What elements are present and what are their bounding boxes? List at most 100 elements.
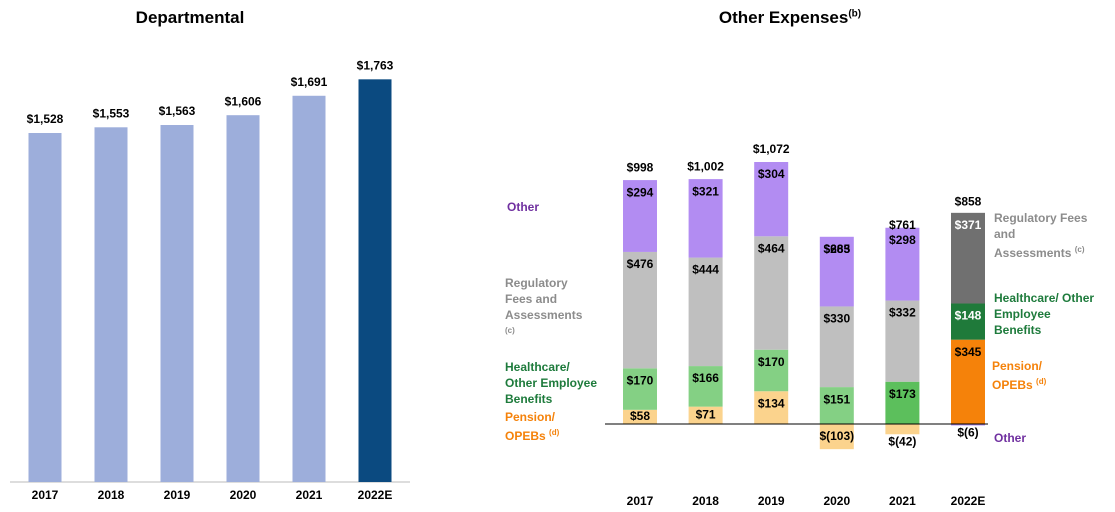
- bar-segment: [688, 179, 723, 258]
- bar: [160, 125, 194, 482]
- x-tick-label: 2021: [296, 488, 323, 502]
- bar-segment: [623, 368, 657, 410]
- value-label: $166: [692, 371, 719, 385]
- bar-segment: [885, 227, 920, 301]
- legend-label: Regulatory Fees and Assessments (c): [505, 275, 587, 342]
- bar-segment: [754, 162, 789, 237]
- chart-title: Departmental: [40, 8, 340, 28]
- legend-note: (c): [1074, 245, 1085, 254]
- bar-segment: [688, 406, 723, 424]
- value-label: $148: [955, 309, 982, 323]
- bar-segment: [951, 339, 985, 424]
- bar-segment: [951, 212, 985, 304]
- value-label: $170: [627, 373, 654, 387]
- value-label: $476: [627, 257, 654, 271]
- bar-segment: [819, 424, 854, 450]
- value-label: $294: [627, 185, 654, 199]
- value-label: $332: [889, 306, 916, 320]
- x-tick-label: 2019: [758, 494, 785, 508]
- bar-segment: [754, 391, 789, 424]
- bar-segment: [688, 257, 723, 367]
- bar-segment: [885, 300, 920, 382]
- x-tick-label: 2017: [32, 488, 59, 502]
- bar: [94, 127, 128, 482]
- x-tick-label: 2022E: [358, 488, 393, 502]
- total-label: $998: [627, 160, 654, 174]
- value-label: $134: [758, 396, 785, 410]
- legend-text: Regulatory Fees and Assessments: [505, 276, 583, 322]
- x-tick-label: 2022E: [951, 494, 986, 508]
- value-label: $464: [758, 241, 785, 255]
- value-label: $170: [758, 355, 785, 369]
- legend-label: Healthcare/ Other Employee Benefits: [505, 359, 605, 407]
- value-label: $1,763: [357, 59, 394, 73]
- x-tick-label: 2018: [98, 488, 125, 502]
- value-label: $1,563: [159, 104, 196, 118]
- value-label: $304: [758, 167, 785, 181]
- value-label: $1,606: [225, 94, 262, 108]
- value-label: $371: [955, 218, 982, 232]
- legend-label: Regulatory Fees and Assessments (c): [994, 210, 1090, 261]
- value-label: $151: [823, 392, 850, 406]
- value-label: $(103): [819, 429, 854, 443]
- legend-note: (d): [1036, 377, 1047, 386]
- bar-segment: [885, 424, 920, 435]
- total-label: $858: [955, 194, 982, 208]
- legend-note: (d): [549, 428, 560, 437]
- value-label: $71: [696, 407, 716, 421]
- value-label: $(6): [957, 426, 978, 440]
- title-text: Departmental: [135, 8, 245, 27]
- x-tick-label: 2018: [692, 494, 719, 508]
- bar-segment: [754, 236, 789, 350]
- x-tick-label: 2021: [889, 494, 916, 508]
- bar-segment: [623, 180, 657, 252]
- legend-label: Other: [507, 199, 567, 215]
- total-label: $1,072: [753, 142, 790, 156]
- value-label: $(42): [888, 434, 916, 448]
- bar: [358, 79, 392, 482]
- value-label: $1,691: [291, 75, 328, 89]
- legend-text: Healthcare/ Other Employee Benefits: [505, 360, 598, 406]
- total-label: $1,002: [687, 159, 724, 173]
- legend-text: Pension/ OPEBs: [505, 410, 556, 443]
- value-label: $58: [630, 409, 650, 423]
- total-label: $761: [889, 218, 916, 232]
- value-label: $173: [889, 387, 916, 401]
- value-label: $330: [823, 312, 850, 326]
- bar-segment: [819, 236, 854, 307]
- title-note: (b): [848, 8, 862, 20]
- legend-text: Other: [994, 431, 1027, 445]
- bar-segment: [623, 409, 657, 424]
- legend-label: Other: [994, 430, 1054, 446]
- x-tick-label: 2020: [823, 494, 850, 508]
- bar: [28, 133, 62, 482]
- title-text: Other Expenses: [718, 8, 849, 27]
- bar: [292, 95, 326, 482]
- legend-label: Healthcare/ Other Employee Benefits: [994, 290, 1098, 338]
- value-label: $444: [692, 263, 719, 277]
- legend-note: (c): [505, 326, 515, 335]
- bar-segment: [819, 387, 854, 424]
- value-label: $285: [823, 242, 850, 256]
- value-label: $345: [955, 345, 982, 359]
- x-tick-label: 2019: [164, 488, 191, 502]
- x-tick-label: 2020: [230, 488, 257, 502]
- bar-segment: [688, 366, 723, 407]
- bar-segment: [885, 381, 920, 424]
- legend-text: Healthcare/ Other Employee Benefits: [994, 291, 1095, 337]
- chart-title: Other Expenses(b): [640, 8, 940, 28]
- legend-text: Pension/ OPEBs: [992, 359, 1043, 392]
- legend-label: Pension/ OPEBs (d): [505, 409, 565, 444]
- value-label: $298: [889, 233, 916, 247]
- legend-text: Other: [507, 200, 540, 214]
- legend-text: Regulatory Fees and Assessments: [994, 211, 1088, 260]
- x-tick-label: 2017: [627, 494, 654, 508]
- bar: [226, 115, 260, 482]
- bar-segment: [951, 424, 985, 426]
- total-label: $663: [823, 242, 850, 256]
- legend-label: Pension/ OPEBs (d): [992, 358, 1052, 393]
- value-label: $1,553: [93, 106, 130, 120]
- bar-segment: [951, 303, 985, 340]
